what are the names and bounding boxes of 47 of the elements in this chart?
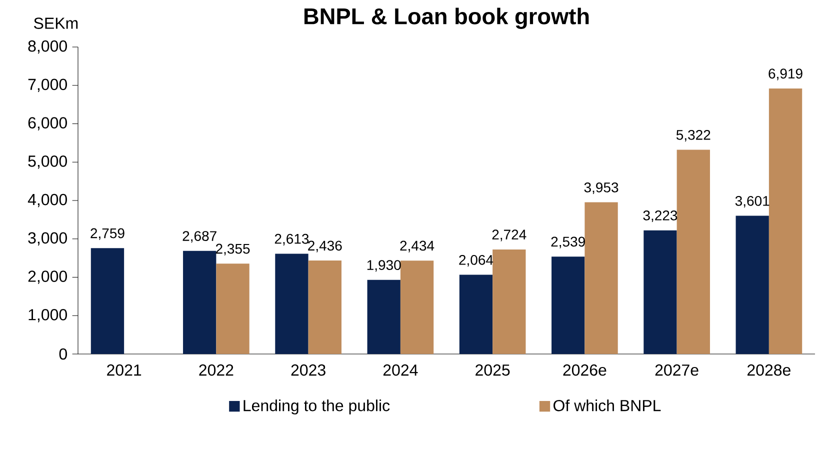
data-label: 2,434 [400, 240, 434, 252]
x-tick-label: 2022 [199, 364, 234, 376]
data-label: 2,436 [308, 240, 342, 252]
x-tick-label: 2024 [383, 364, 418, 376]
bar [90, 248, 124, 354]
data-label: 2,687 [182, 231, 216, 243]
y-tick-label: 7,000 [28, 78, 67, 92]
bar [459, 274, 493, 354]
y-tick-label: 2,000 [28, 270, 67, 284]
data-label: 2,759 [90, 228, 124, 240]
legend-label: Lending to the public [244, 400, 390, 414]
y-tick-label: 0 [59, 348, 67, 360]
data-label: 2,539 [551, 236, 585, 248]
x-tick-label: 2027e [655, 364, 698, 376]
bar [644, 230, 677, 354]
bar [216, 264, 250, 354]
bar [308, 260, 342, 354]
y-tick-label: 6,000 [28, 117, 67, 130]
bar [552, 256, 585, 354]
data-label: 3,953 [584, 182, 618, 194]
chart-title: BNPL & Loan book growth [304, 8, 589, 29]
bar [768, 88, 802, 354]
y-tick-label: 8,000 [28, 40, 67, 54]
bar [584, 202, 618, 354]
x-tick-label: 2023 [291, 364, 326, 376]
data-label: 6,919 [768, 68, 802, 80]
y-tick-label: 4,000 [28, 194, 67, 208]
bar [275, 254, 308, 354]
y-tick-label: 3,000 [28, 232, 67, 246]
x-tick-label: 2026e [563, 364, 606, 376]
bar [736, 216, 769, 354]
bar [400, 260, 434, 354]
data-label: 5,322 [676, 130, 710, 142]
data-label: 2,724 [492, 230, 526, 242]
y-tick-label: 1,000 [28, 309, 67, 322]
x-tick-label: 2025 [476, 364, 510, 376]
x-tick-label: 2021 [107, 364, 142, 376]
legend-label: Of which BNPL [554, 400, 661, 412]
y-tick-label: 5,000 [28, 156, 67, 169]
data-label: 2,613 [274, 234, 309, 246]
bar [492, 249, 526, 354]
bar [183, 250, 216, 354]
data-label: 2,355 [216, 244, 250, 256]
bar [676, 150, 710, 354]
x-tick-label: 2028e [747, 364, 790, 376]
bar [367, 280, 400, 354]
y-axis-title: SEKm [34, 18, 78, 29]
